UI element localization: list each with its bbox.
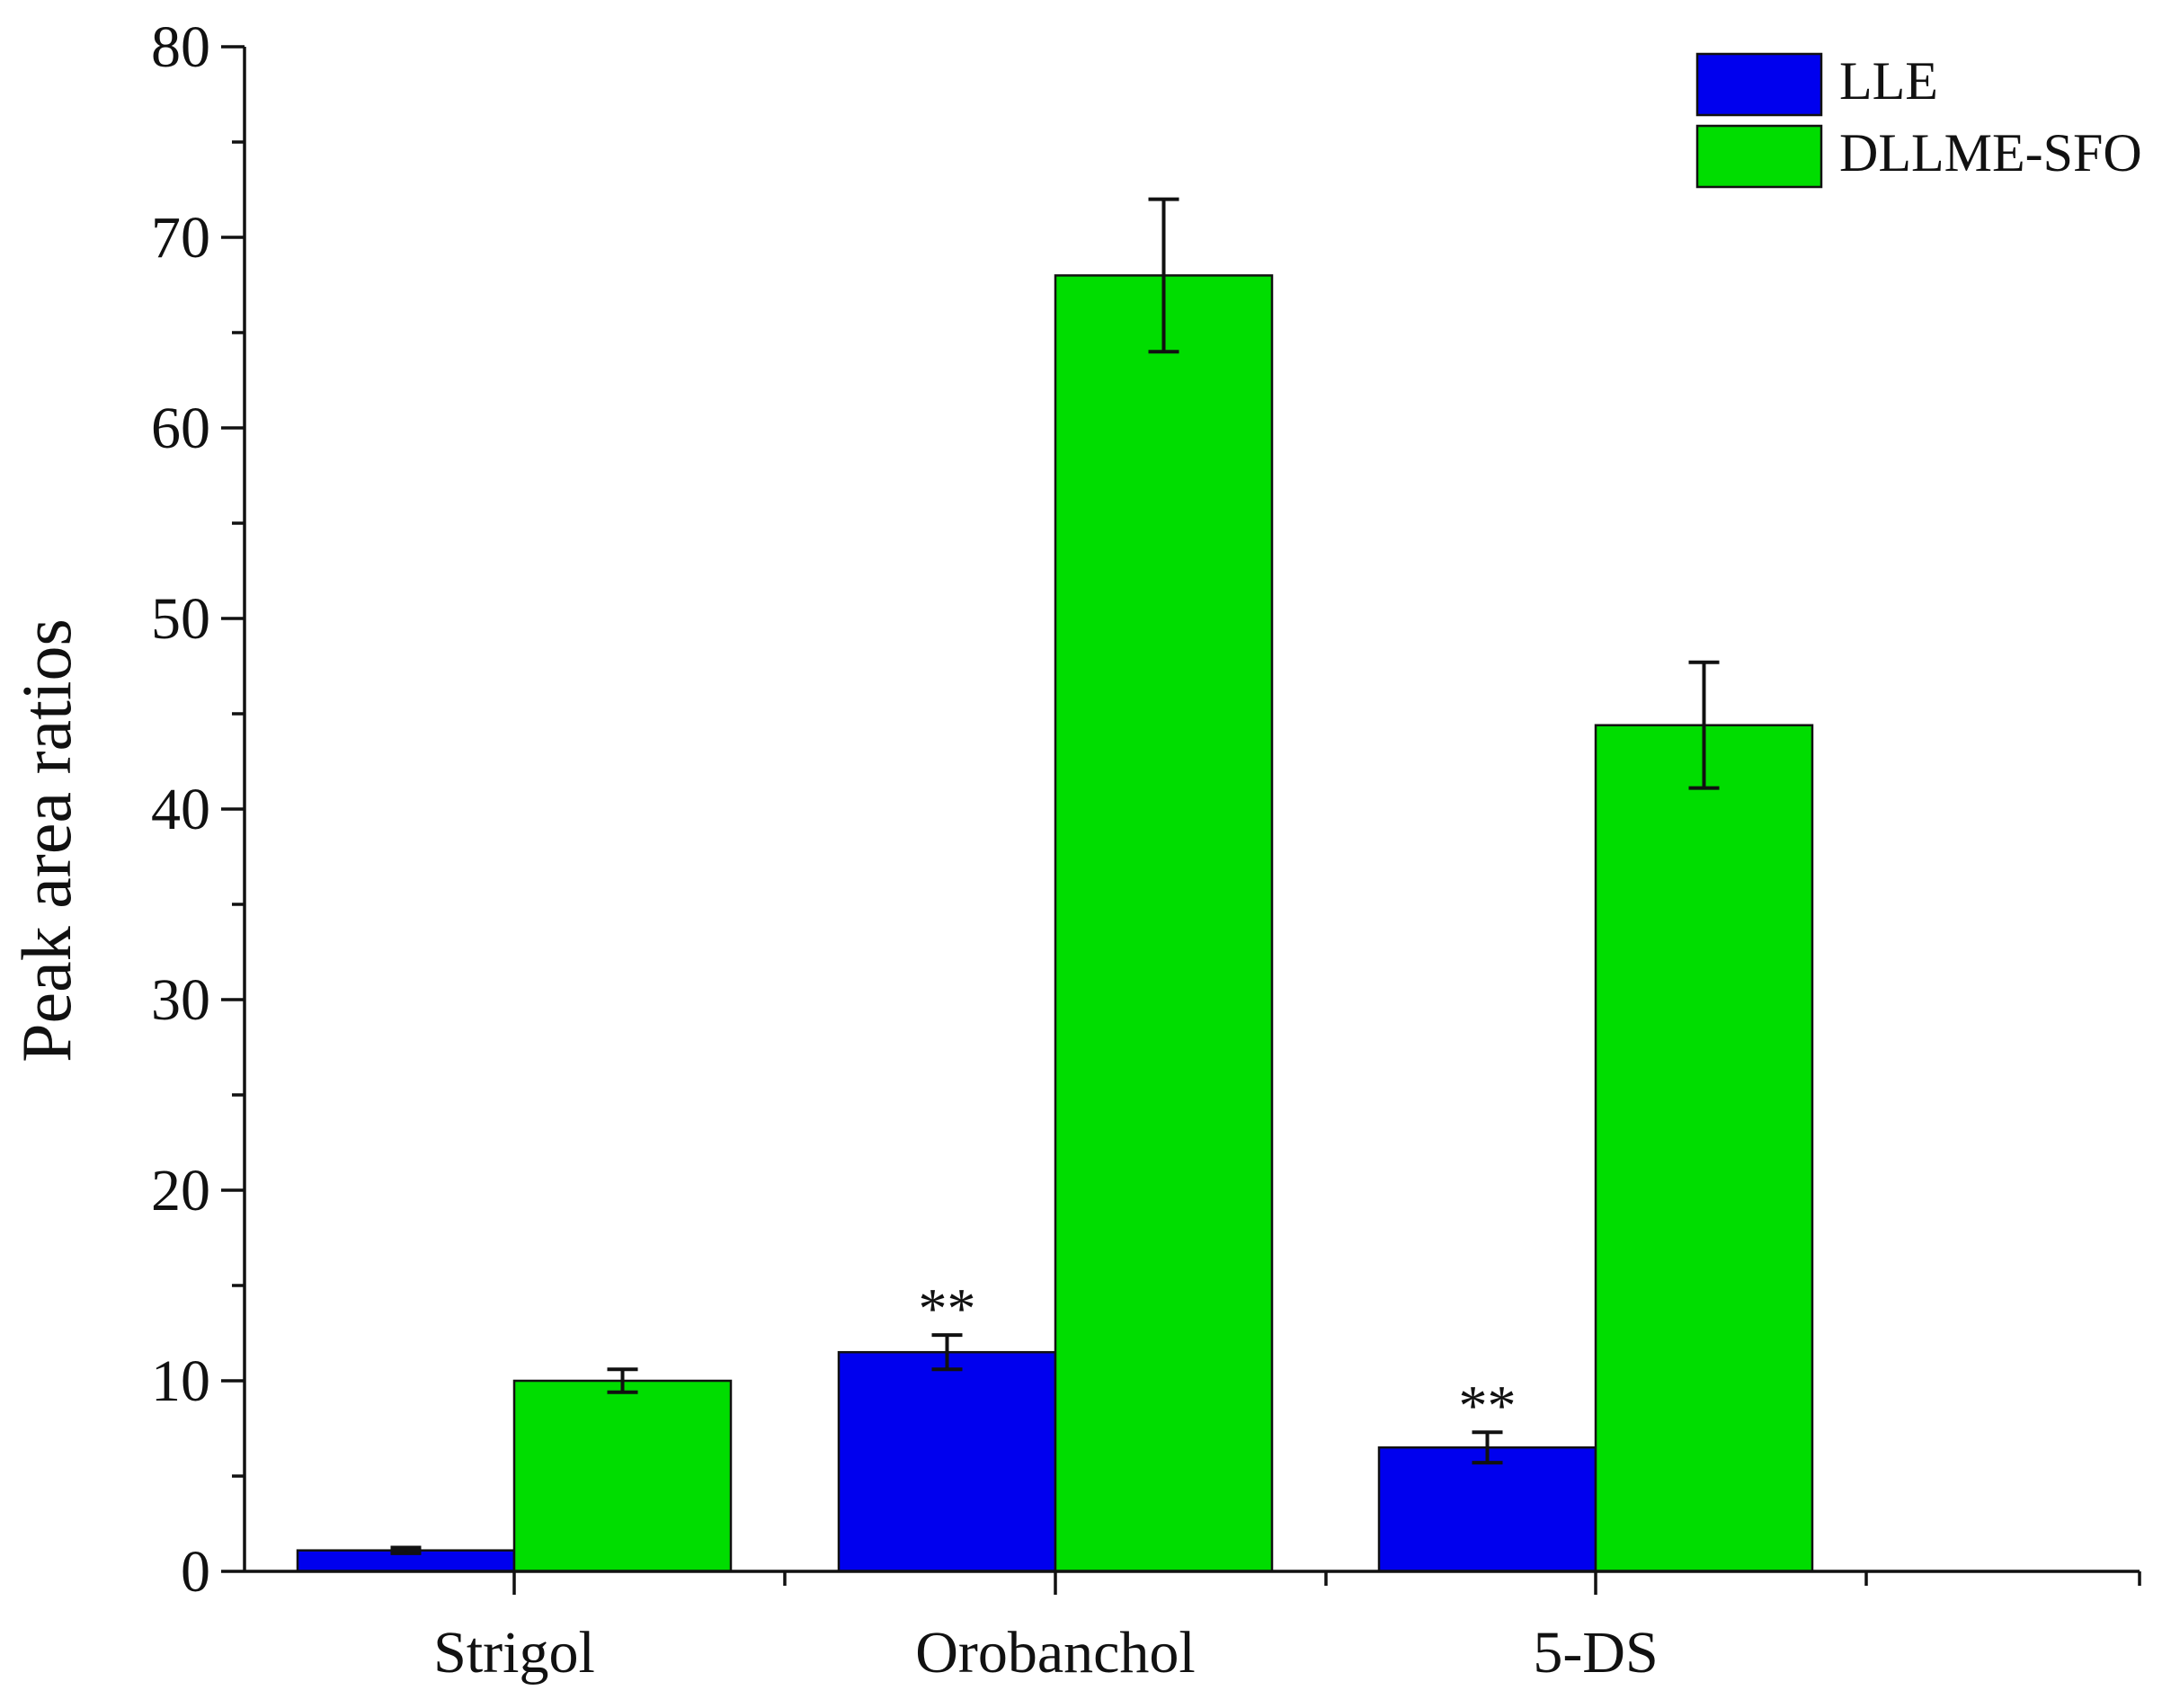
bar-lle-orobanchol <box>837 1350 1057 1573</box>
y-tick-label: 70 <box>151 205 210 271</box>
legend-swatch <box>1695 124 1823 189</box>
y-tick-label: 80 <box>151 14 210 80</box>
legend: LLE DLLME-SFO <box>1695 51 2142 189</box>
error-bar-dllme-sfo-orobanchol <box>1148 197 1179 354</box>
bars-layer <box>296 274 1814 1573</box>
annotations-layer: ** ** <box>919 1277 1517 1437</box>
y-tick-label: 40 <box>151 777 210 842</box>
error-bars-layer <box>390 197 1720 1555</box>
bar-lle-5-ds <box>1377 1446 1597 1573</box>
y-tick-label: 10 <box>151 1348 210 1414</box>
significance-marker: ** <box>1459 1374 1517 1437</box>
y-tick-label: 20 <box>151 1158 210 1223</box>
error-bar-lle-orobanchol <box>931 1333 963 1372</box>
legend-label: LLE <box>1839 51 1938 111</box>
significance-marker: ** <box>919 1277 976 1340</box>
bar-dllme-sfo-5-ds <box>1594 724 1814 1573</box>
error-bar-dllme-sfo-5-ds <box>1688 660 1720 790</box>
legend-item-dllme-sfo: DLLME-SFO <box>1695 123 2142 189</box>
x-tick-label: Strigol <box>433 1620 595 1686</box>
y-axis-title: Peak area ratios <box>7 618 85 1063</box>
legend-label: DLLME-SFO <box>1839 123 2142 182</box>
y-tick-label: 30 <box>151 967 210 1033</box>
error-bar-lle-strigol <box>390 1545 422 1555</box>
bar-dllme-sfo-orobanchol <box>1054 274 1274 1573</box>
x-tick-label: Orobanchol <box>915 1620 1196 1686</box>
bar-dllme-sfo-strigol <box>512 1379 733 1573</box>
error-bar-lle-5-ds <box>1472 1430 1503 1465</box>
y-tick-label: 60 <box>151 396 210 461</box>
x-tick-label: 5-DS <box>1533 1620 1658 1686</box>
y-tick-label: 0 <box>181 1539 210 1605</box>
legend-swatch <box>1695 52 1823 117</box>
axes-layer: 0 10 20 30 40 50 60 70 80 Strigol Orobanchol 5-DS <box>151 14 2141 1686</box>
error-bar-dllme-sfo-strigol <box>607 1367 638 1394</box>
legend-item-lle: LLE <box>1695 51 1938 117</box>
y-tick-label: 50 <box>151 586 210 652</box>
